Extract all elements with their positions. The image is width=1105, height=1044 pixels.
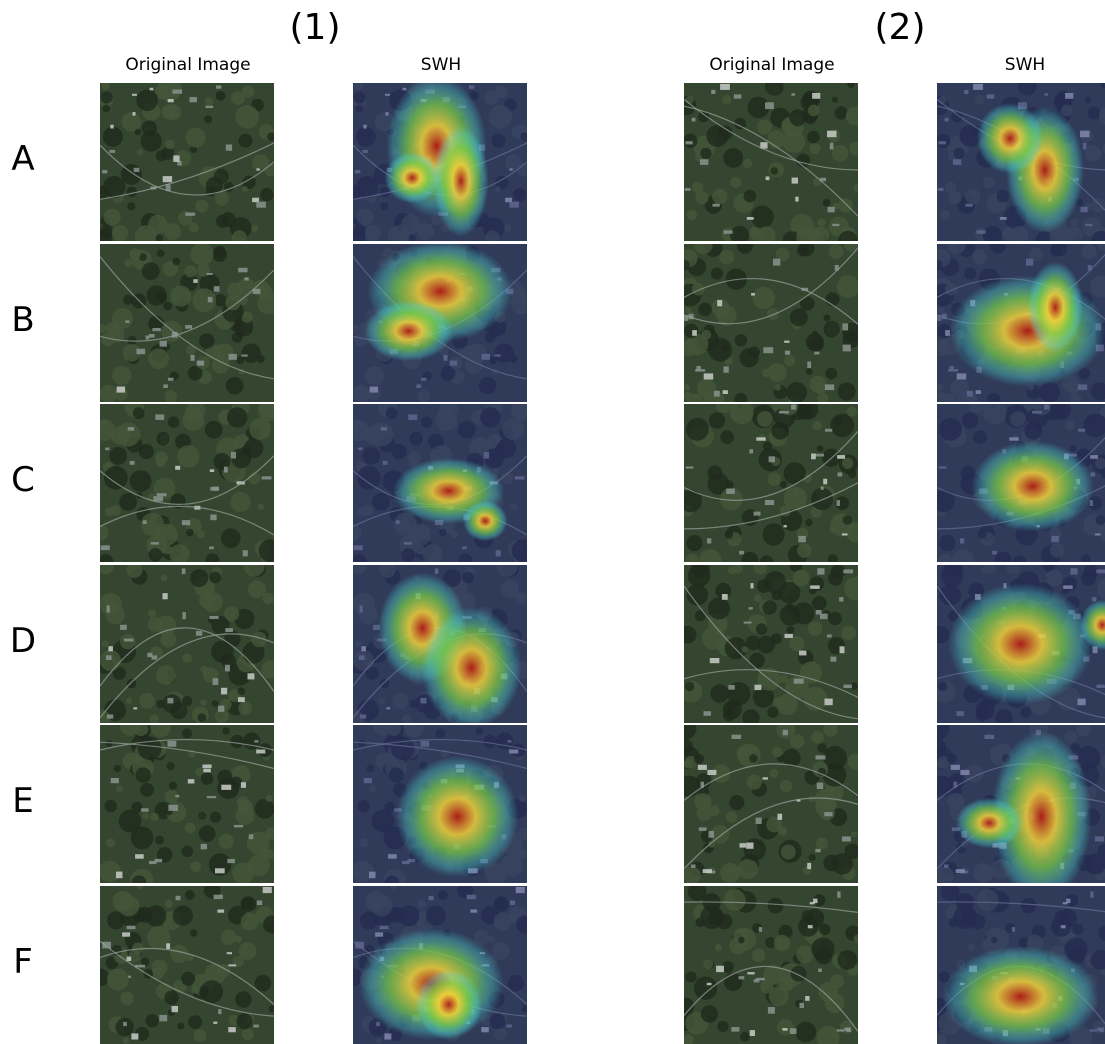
tile-f-group2-original [684, 886, 858, 1044]
tile-a-group2-original [684, 83, 858, 241]
tile-c-group1-swh [353, 404, 527, 562]
satellite-image [100, 244, 274, 402]
heatmap-overlay-image [353, 83, 527, 241]
tile-e-group1-swh [353, 725, 527, 883]
tile-c-group2-original [684, 404, 858, 562]
group-2-title: (2) [874, 7, 926, 48]
tile-c-group2-swh [937, 404, 1105, 562]
tile-d-group1-swh [353, 565, 527, 723]
row-label-d: D [9, 621, 37, 661]
tile-d-group2-original [684, 565, 858, 723]
satellite-image [100, 725, 274, 883]
tile-e-group2-original [684, 725, 858, 883]
tile-b-group1-original [100, 244, 274, 402]
group-1-title: (1) [289, 7, 341, 48]
tile-f-group2-swh [937, 886, 1105, 1044]
satellite-image [100, 565, 274, 723]
group-2-original-header: Original Image [709, 55, 835, 75]
heatmap-overlay-image [353, 244, 527, 402]
tile-d-group1-original [100, 565, 274, 723]
satellite-image [684, 565, 858, 723]
satellite-image [100, 83, 274, 241]
tile-a-group1-original [100, 83, 274, 241]
row-label-b: B [11, 300, 35, 340]
tile-b-group2-original [684, 244, 858, 402]
tile-e-group1-original [100, 725, 274, 883]
tile-a-group2-swh [937, 83, 1105, 241]
satellite-image [684, 886, 858, 1044]
group-1-swh-header: SWH [420, 55, 462, 75]
row-label-e: E [12, 781, 34, 821]
heatmap-overlay-image [937, 886, 1105, 1044]
heatmap-overlay-image [937, 404, 1105, 562]
heatmap-overlay-image [937, 83, 1105, 241]
satellite-image [684, 83, 858, 241]
group-2-swh-header: SWH [1004, 55, 1046, 75]
tile-f-group1-original [100, 886, 274, 1044]
heatmap-overlay-image [353, 725, 527, 883]
heatmap-overlay-image [937, 244, 1105, 402]
row-label-c: C [11, 460, 35, 500]
satellite-image [684, 404, 858, 562]
tile-c-group1-original [100, 404, 274, 562]
row-label-a: A [11, 139, 35, 179]
heatmap-overlay-image [937, 565, 1105, 723]
satellite-image [100, 886, 274, 1044]
satellite-image [100, 404, 274, 562]
tile-a-group1-swh [353, 83, 527, 241]
tile-d-group2-swh [937, 565, 1105, 723]
tile-e-group2-swh [937, 725, 1105, 883]
heatmap-overlay-image [353, 565, 527, 723]
heatmap-overlay-image [937, 725, 1105, 883]
heatmap-overlay-image [353, 404, 527, 562]
satellite-image [684, 725, 858, 883]
satellite-image [684, 244, 858, 402]
heatmap-overlay-image [353, 886, 527, 1044]
tile-b-group2-swh [937, 244, 1105, 402]
group-1-original-header: Original Image [125, 55, 251, 75]
tile-b-group1-swh [353, 244, 527, 402]
row-label-f: F [13, 942, 33, 982]
tile-f-group1-swh [353, 886, 527, 1044]
